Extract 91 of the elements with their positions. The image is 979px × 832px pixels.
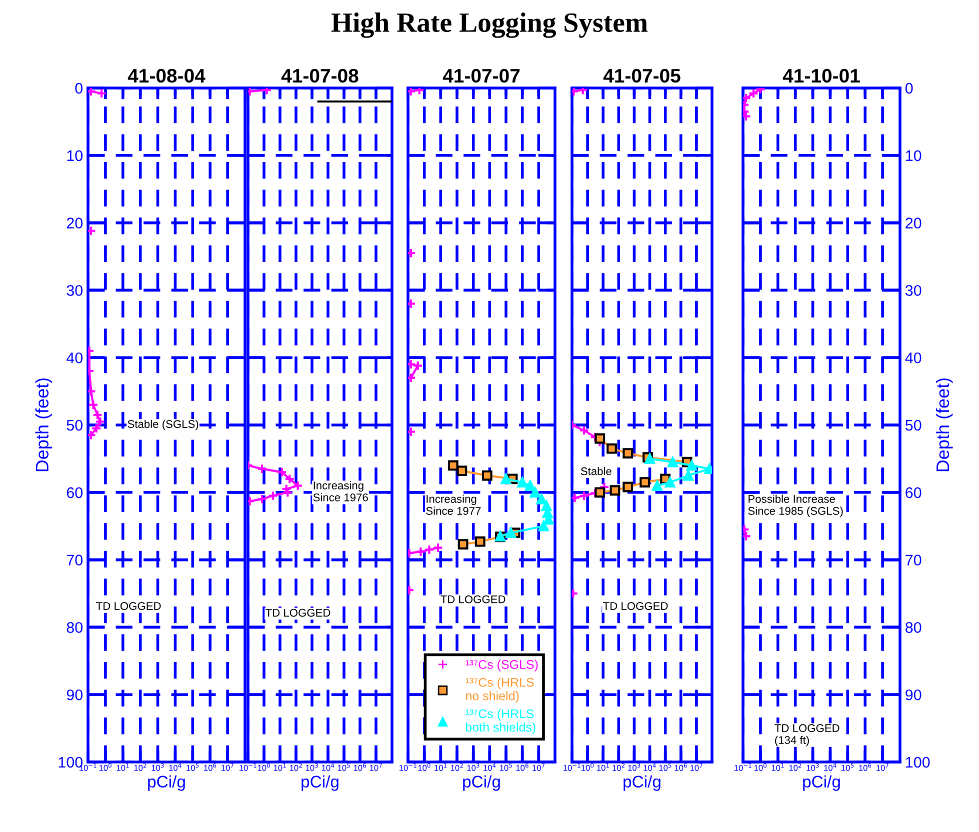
x-tick-label: 10$^{5}$: [186, 763, 199, 771]
x-tick-label: 10$^{2}$: [450, 763, 463, 771]
x-tick-label: 10$^{1}$: [274, 763, 286, 771]
x-tick-label: 10$^{0}$: [258, 763, 270, 771]
y-tick-label: 60: [66, 487, 83, 498]
x-tick-label: 10$^{4}$: [322, 763, 334, 771]
x-tick-label: 10$^{5}$: [659, 763, 672, 771]
y-tick-label: 60: [906, 487, 922, 498]
x-tick-label: 10$^{1}$: [597, 763, 609, 771]
x-axis-title: pCi/g: [803, 775, 840, 791]
annotation: TD LOGGED: [440, 595, 506, 604]
y-tick-label: 10: [906, 150, 922, 162]
legend-label: ¹³⁷Cs (HRLS both shields): [466, 708, 536, 734]
x-tick-label: 10$^{3}$: [152, 763, 164, 771]
chart-title: 41-10-01: [782, 68, 860, 83]
x-tick-label: 10$^{−1}$: [734, 763, 752, 771]
y-tick-label: 30: [905, 285, 922, 296]
y-axis-title: Depth (feet): [936, 378, 953, 472]
x-tick-label: 10$^{1}$: [772, 763, 784, 771]
y-tick-label: 80: [906, 622, 922, 633]
y-tick-label: 50: [66, 420, 83, 431]
annotation: Possible Increase Since 1985 (SGLS): [748, 494, 843, 518]
y-tick-label: 70: [906, 554, 922, 566]
x-tick-label: 10$^{0}$: [582, 763, 594, 771]
chart-title: 41-07-07: [442, 68, 520, 83]
x-tick-label: 10$^{0}$: [418, 763, 430, 771]
annotation: Stable: [580, 467, 612, 476]
x-tick-label: 10$^{4}$: [824, 763, 836, 771]
x-axis-title: pCi/g: [302, 775, 338, 791]
x-tick-label: 10$^{2}$: [612, 763, 624, 771]
x-tick-label: 10$^{3}$: [467, 763, 480, 771]
y-tick-label: 80: [66, 622, 83, 633]
x-tick-label: 10$^{3}$: [628, 763, 640, 771]
x-tick-label: 10$^{7}$: [690, 763, 702, 771]
x-tick-label: 10$^{5}$: [338, 763, 350, 771]
annotation: Stable (SGLS): [128, 420, 198, 430]
annotation: TD LOGGED: [96, 602, 161, 610]
x-tick-label: 10$^{2}$: [290, 763, 302, 771]
chart-title: 41-07-08: [281, 68, 358, 83]
y-tick-label: 40: [905, 352, 922, 364]
x-tick-label: 10$^{7}$: [532, 763, 545, 771]
x-tick-label: 10$^{−1}$: [400, 763, 416, 771]
annotation: TD LOGGED (134 ft): [774, 724, 840, 746]
y-tick-label: 70: [66, 554, 83, 566]
x-tick-label: 10$^{3}$: [306, 763, 318, 771]
text: High Rate Logging System: [331, 12, 648, 38]
x-tick-label: 10$^{7}$: [222, 763, 234, 771]
y-tick-label: 50: [905, 420, 922, 431]
x-axis-title: pCi/g: [463, 775, 500, 791]
y-tick-label: 90: [66, 689, 83, 700]
y-tick-label: 20: [906, 218, 922, 228]
y-tick-label: 0: [75, 82, 83, 94]
x-tick-label: 10$^{5}$: [500, 763, 512, 771]
x-tick-label: 10$^{4}$: [169, 763, 182, 771]
y-tick-label: 40: [66, 352, 83, 364]
y-tick-label: 0: [905, 82, 913, 94]
x-tick-label: 10$^{−1}$: [564, 763, 580, 771]
legend-label: ¹³⁷Cs (HRLS no shield): [466, 678, 534, 703]
y-tick-label: 30: [66, 285, 83, 296]
x-tick-label: 10$^{7}$: [876, 763, 888, 771]
x-tick-label: 10$^{6}$: [674, 763, 687, 771]
chart-title: 41-07-05: [603, 68, 680, 83]
x-tick-label: 10$^{2}$: [789, 763, 802, 771]
x-tick-label: 10$^{3}$: [806, 763, 819, 771]
x-axis-title: pCi/g: [148, 775, 185, 791]
x-tick-label: 10$^{6}$: [204, 763, 216, 771]
x-tick-label: 10$^{2}$: [134, 763, 146, 771]
x-tick-label: 10$^{1}$: [116, 763, 129, 771]
annotation: Increasing Since 1976: [313, 481, 368, 502]
y-tick-label: 10: [67, 150, 83, 162]
x-tick-label: 10$^{6}$: [859, 763, 872, 771]
x-tick-label: 10$^{6}$: [516, 763, 528, 771]
annotation: Increasing Since 1977: [426, 494, 481, 515]
x-tick-label: 10$^{0}$: [99, 763, 112, 771]
chart-title: 41-08-04: [128, 68, 206, 83]
x-tick-label: 10$^{4}$: [484, 763, 496, 771]
x-tick-label: 10$^{0}$: [754, 763, 766, 771]
y-tick-label: 20: [66, 218, 83, 228]
x-axis-title: pCi/g: [624, 775, 660, 791]
annotation: TD LOGGED: [603, 602, 668, 610]
y-tick-label: 100: [906, 756, 930, 768]
y-tick-label: 90: [906, 689, 922, 700]
x-tick-label: 10$^{6}$: [354, 763, 366, 771]
x-tick-label: 10$^{5}$: [842, 763, 854, 771]
y-axis-title: Depth (feet): [35, 378, 52, 472]
x-tick-label: 10$^{4}$: [644, 763, 656, 771]
annotation: TD LOGGED: [266, 608, 330, 617]
x-tick-label: 10$^{−1}$: [240, 763, 256, 771]
legend-label: ¹³⁷Cs (SGLS): [466, 660, 538, 672]
x-tick-label: 10$^{1}$: [434, 763, 447, 771]
x-tick-label: 10$^{7}$: [370, 763, 382, 771]
